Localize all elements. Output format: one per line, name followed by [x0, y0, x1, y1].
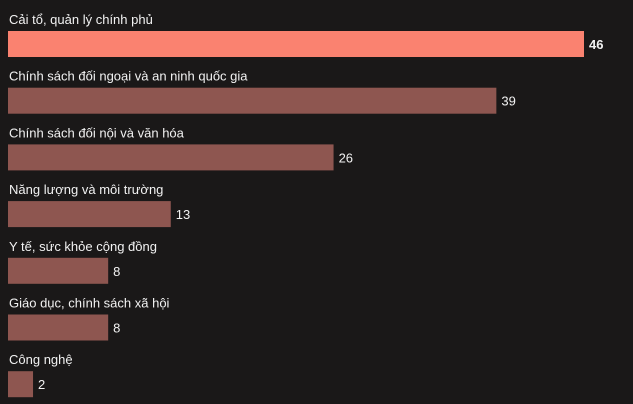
category-label: Cải tổ, quản lý chính phủ	[9, 12, 153, 27]
bar	[8, 314, 109, 341]
value-label: 39	[501, 94, 515, 109]
bar	[8, 144, 334, 171]
category-label: Công nghệ	[9, 352, 73, 367]
bar	[8, 371, 34, 398]
category-label: Y tế, sức khỏe cộng đồng	[9, 239, 157, 254]
category-label: Chính sách đối nội và văn hóa	[9, 125, 185, 140]
value-label: 2	[38, 377, 45, 392]
value-label: 8	[113, 321, 120, 336]
category-label: Giáo dục, chính sách xã hội	[9, 296, 170, 311]
category-label: Chính sách đối ngoại và an ninh quốc gia	[9, 69, 248, 84]
bar	[8, 201, 171, 228]
value-label: 26	[339, 150, 353, 165]
value-label: 46	[589, 37, 603, 52]
value-label: 13	[176, 207, 190, 222]
bar	[8, 87, 497, 114]
bar	[8, 31, 584, 57]
value-label: 8	[113, 264, 120, 279]
category-label: Năng lượng và môi trường	[9, 182, 163, 197]
bar	[8, 257, 109, 284]
